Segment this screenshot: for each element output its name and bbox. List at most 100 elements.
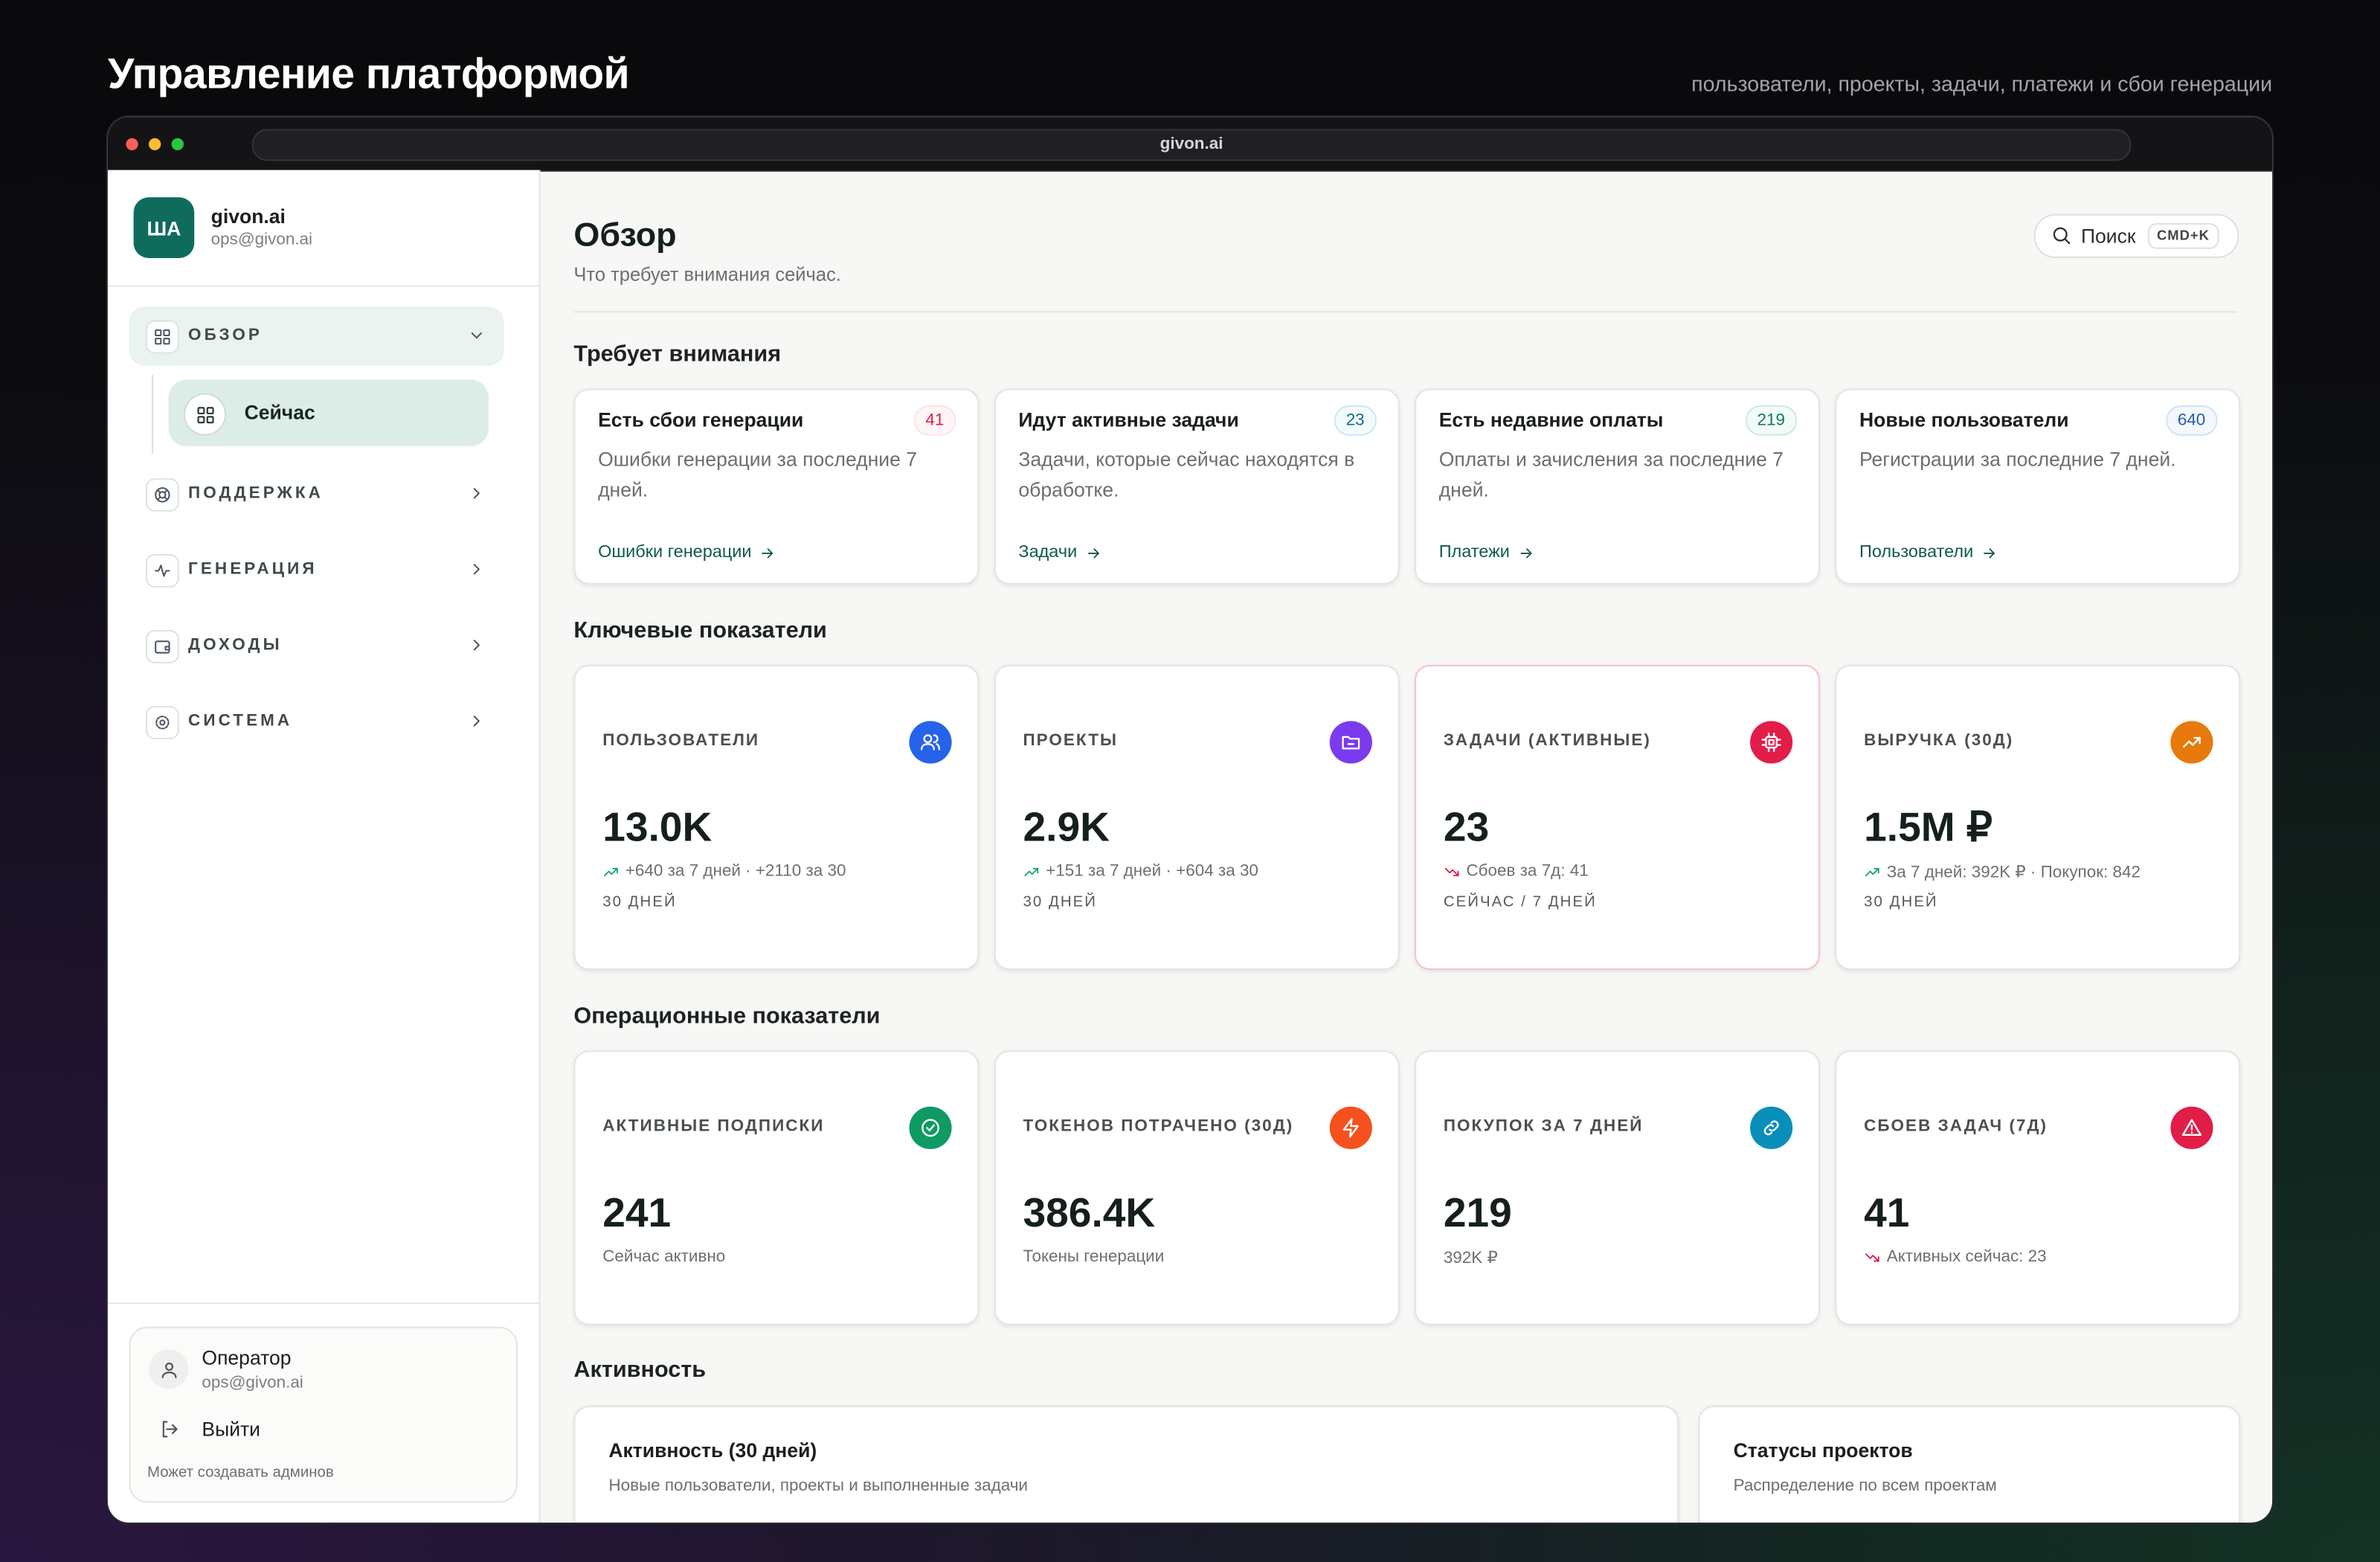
icon-shape	[2063, 237, 2071, 245]
count-badge: 23	[1334, 405, 1377, 436]
icon-shape	[155, 565, 170, 577]
icon-shape	[920, 734, 941, 751]
card-link[interactable]: Платежи	[1439, 544, 1534, 562]
metric-label: АКТИВНЫЕ ПОДПИСКИ	[602, 1117, 825, 1136]
metric-value: 241	[602, 1189, 672, 1236]
icon-shape	[164, 646, 170, 651]
icon	[1342, 736, 1360, 750]
icon-shape	[1761, 732, 1781, 753]
icon	[196, 406, 213, 423]
metric-icon	[1329, 1106, 1372, 1149]
icon-shape	[612, 867, 618, 873]
icon	[604, 867, 618, 876]
metric-icon	[1750, 1106, 1793, 1149]
metric-detail: 392K ₽	[1443, 1248, 1498, 1268]
metric-period: 30 ДНЕЙ	[1864, 894, 1938, 911]
activity-panel: Активность (30 дней) Новые пользователи, …	[573, 1405, 1679, 1523]
detail-text: 392K ₽	[1443, 1249, 1498, 1268]
icon	[1865, 867, 1879, 877]
icon	[155, 716, 170, 730]
card-link[interactable]: Ошибки генерации	[598, 544, 776, 562]
detail-text: +151 за 7 дней · +604 за 30	[1046, 862, 1258, 881]
attention-card: Есть недавние оплаты 219 Оплаты и зачислен…	[1415, 388, 1820, 585]
nav-item[interactable]: ПОДДЕРЖКА	[129, 464, 504, 524]
icon-shape	[162, 1421, 168, 1438]
icon	[155, 487, 170, 503]
card-title: Есть сбои генерации	[598, 408, 804, 431]
metric-card: ПОЛЬЗОВАТЕЛИ 13.0K +640 за 7 дней · +2110 …	[573, 664, 980, 971]
icon-shape	[2183, 736, 2201, 748]
browser-window: givon.ai ША givon.ai ops@givon.ai ОБЗОР Сейча…	[107, 117, 2273, 1523]
metric-icon	[909, 1106, 952, 1149]
card-title: Есть недавние оплаты	[1438, 408, 1664, 431]
nav-icon	[145, 629, 179, 663]
icon-shape	[473, 488, 480, 499]
icon	[473, 488, 480, 499]
window-dot	[148, 138, 161, 151]
main-content: Обзор Что требует внимания сейчас. Поиск CM…	[541, 170, 2273, 1523]
card-description: Оплаты и зачисления за последние 7 дней.	[1438, 448, 1784, 501]
icon-shape	[2053, 227, 2068, 242]
link-label: Платежи	[1438, 543, 1510, 562]
metric-label: СБОЕВ ЗАДАЧ (7Д)	[1864, 1117, 2048, 1136]
attention-card: Новые пользователи 640 Регистрации за посл…	[1835, 388, 2241, 585]
metric-detail: Сбоев за 7д: 41	[1444, 862, 1589, 881]
icon-shape	[767, 547, 774, 558]
icon-shape	[1769, 1120, 1779, 1132]
detail-text: Сбоев за 7д: 41	[1466, 862, 1589, 881]
count-badge: 640	[2165, 405, 2218, 436]
icon-shape	[155, 716, 170, 730]
icon	[473, 564, 480, 575]
attention-card: Есть сбои генерации 41 Ошибки генерации за…	[573, 388, 980, 585]
divider	[573, 311, 2238, 313]
icon-shape	[205, 415, 213, 423]
logout-button[interactable]: Выйти	[158, 1416, 340, 1444]
nav-label: ДОХОДЫ	[188, 636, 283, 655]
icon	[1984, 547, 1995, 558]
detail-text: Активных сейчас: 23	[1886, 1247, 2047, 1267]
logout-label: Выйти	[202, 1418, 260, 1441]
icon	[920, 734, 941, 751]
icon	[1763, 1120, 1779, 1136]
icon-shape	[1342, 736, 1360, 750]
icon	[1024, 867, 1039, 876]
nav-label: ГЕНЕРАЦИЯ	[188, 560, 318, 579]
icon-shape	[922, 1119, 939, 1137]
metric-label: ПРОЕКТЫ	[1023, 731, 1118, 751]
metric-card: АКТИВНЫЕ ПОДПИСКИ 241 Сейчас активно	[573, 1050, 980, 1325]
nav-item[interactable]: ОБЗОР	[129, 306, 504, 366]
metric-card: ТОКЕНОВ ПОТРАЧЕНО (30Д) 386.4K Токены гене…	[994, 1050, 1400, 1325]
search-button[interactable]: Поиск CMD+K	[2033, 213, 2239, 258]
nav-item[interactable]: СИСТЕМА	[129, 692, 504, 752]
nav-icon	[145, 320, 179, 354]
user-card: Оператор ops@givon.ai Выйти Может создавать…	[129, 1326, 518, 1503]
icon-shape	[156, 489, 168, 501]
detail-text: Сейчас активно	[602, 1247, 726, 1267]
nav-item[interactable]: ДОХОДЫ	[129, 617, 504, 676]
attention-card: Идут активные задачи 23 Задачи, которые се…	[994, 388, 1400, 585]
icon-shape	[473, 564, 480, 575]
icon	[1342, 1118, 1360, 1138]
nav-item[interactable]: ГЕНЕРАЦИЯ	[129, 541, 504, 600]
nav-icon	[145, 553, 179, 588]
card-title: Новые пользователи	[1859, 408, 2069, 431]
icon	[155, 565, 170, 577]
card-link[interactable]: Пользователи	[1859, 544, 1998, 562]
title-bar: givon.ai	[107, 117, 2273, 172]
icon	[1865, 1253, 1879, 1262]
icon	[162, 1421, 178, 1438]
card-link[interactable]: Задачи	[1018, 544, 1101, 562]
metric-detail: Сейчас активно	[602, 1248, 725, 1266]
panel-subtitle: Новые пользователи, проекты и выполненны…	[608, 1476, 1028, 1496]
icon-shape	[1093, 547, 1099, 558]
count-badge: 219	[1745, 405, 1798, 436]
metric-period: 30 ДНЕЙ	[1023, 894, 1098, 911]
activity-panel: Статусы проектов Распределение по всем пр…	[1698, 1405, 2241, 1523]
card-description: Задачи, которые сейчас находятся в обраб…	[1018, 448, 1355, 501]
icon-shape	[926, 1124, 935, 1132]
nav-subitem[interactable]: Сейчас	[168, 379, 489, 446]
icon-shape	[1874, 1255, 1879, 1262]
brand-name: givon.ai	[210, 205, 286, 228]
